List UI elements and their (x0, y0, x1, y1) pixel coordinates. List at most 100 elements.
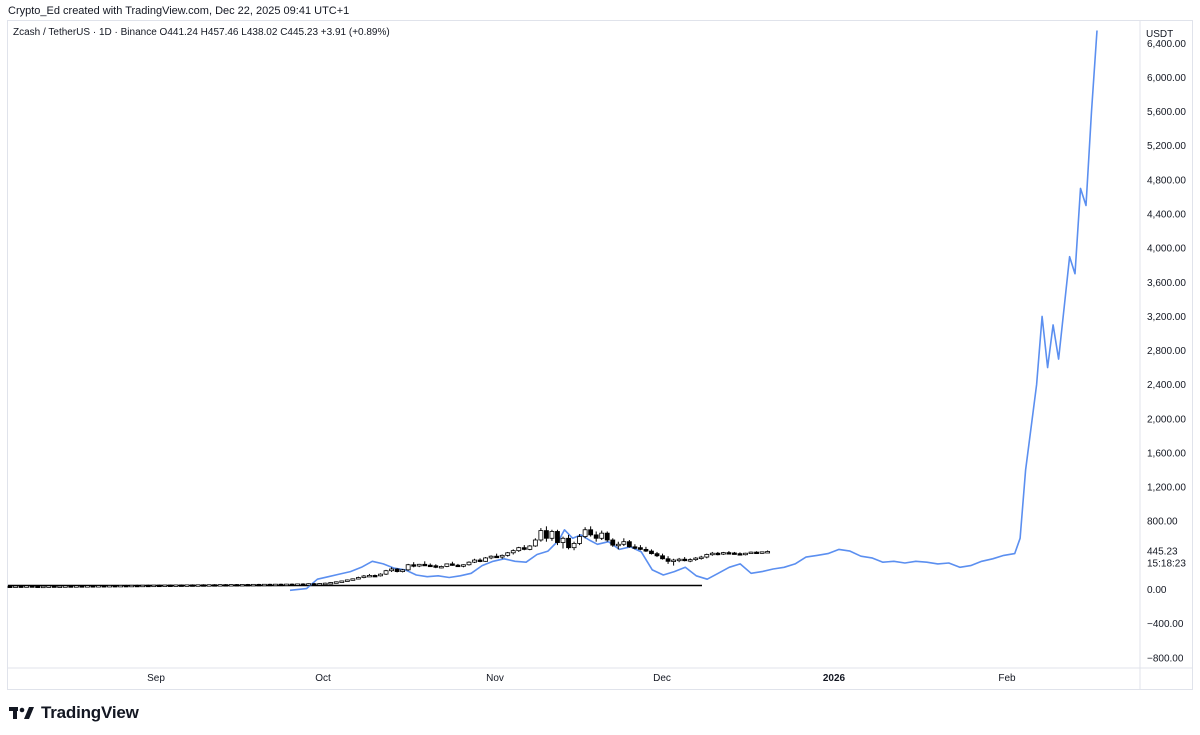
candle-body (698, 556, 704, 559)
candle-body (311, 583, 317, 586)
y-tick-label: 5,200.00 (1147, 141, 1186, 152)
x-tick-label: Nov (486, 673, 504, 684)
candle-body (378, 573, 383, 577)
candle-body (217, 584, 223, 587)
candle-body (433, 565, 439, 568)
candle-body (289, 583, 295, 587)
candle-body (51, 585, 57, 588)
candle-body (709, 552, 715, 556)
candle-body (649, 550, 654, 555)
candle-body (615, 543, 621, 547)
y-tick-label: 3,600.00 (1147, 278, 1186, 289)
candle-body (483, 557, 488, 562)
candle-body (179, 584, 184, 587)
candle-body (367, 575, 372, 578)
candle-body (68, 585, 74, 588)
candle-body (173, 584, 179, 587)
candle-body (411, 564, 417, 567)
candle-body (184, 584, 190, 587)
candle-body (256, 583, 262, 587)
candle-body (405, 564, 411, 571)
candle-body (394, 568, 400, 572)
candle-body (145, 584, 151, 588)
candle-body (129, 584, 135, 588)
candle-body (79, 585, 85, 588)
candle-body (654, 553, 660, 557)
candle-body (660, 555, 665, 560)
candle-body (261, 583, 267, 587)
candle-body (212, 584, 218, 587)
candle-body (344, 579, 350, 582)
candle-body (532, 539, 538, 547)
candle-body (632, 546, 638, 549)
candle-body (671, 559, 676, 562)
y-tick-label: −800.00 (1147, 653, 1184, 664)
candle-body (488, 555, 494, 559)
candle-body (156, 584, 162, 588)
candle-body (317, 583, 323, 586)
candle-body (516, 547, 522, 552)
candle-body (167, 584, 173, 587)
candle-body (621, 541, 627, 545)
candle-body (599, 532, 605, 539)
candle-body (577, 536, 582, 544)
candle-body (234, 584, 240, 587)
candle-body (676, 558, 682, 562)
candle-body (112, 585, 118, 588)
candle-body (123, 584, 129, 588)
candle-body (24, 585, 29, 588)
candle-body (610, 539, 616, 546)
candle-body (7, 585, 13, 588)
candle-body (593, 534, 599, 539)
candle-body (333, 581, 339, 584)
overlay-series-line (289, 30, 1098, 592)
candle-body (455, 564, 461, 568)
x-tick-label: 2026 (823, 673, 846, 684)
y-tick-label: 5,600.00 (1147, 107, 1186, 118)
candle-body (350, 578, 356, 581)
candle-body (18, 585, 24, 588)
candle-body (510, 550, 516, 554)
candle-body (328, 582, 334, 585)
candle-body (383, 570, 389, 575)
candle-body (85, 585, 90, 588)
footer-brand: TradingView (9, 703, 139, 723)
candle-body (267, 583, 273, 587)
y-tick-label: 2,400.00 (1147, 380, 1186, 391)
footer-brand-text: TradingView (41, 703, 139, 722)
candle-body (665, 558, 671, 562)
candle-body (90, 585, 96, 588)
y-tick-label: 4,400.00 (1147, 210, 1186, 221)
candle-body (151, 584, 157, 588)
candle-body (499, 554, 505, 558)
candle-body (322, 582, 328, 586)
candle-body (273, 583, 278, 587)
candle-body (477, 559, 483, 562)
candle-body (40, 585, 46, 589)
candle-body (643, 548, 649, 552)
candle-body (118, 584, 123, 588)
candle-body (29, 585, 35, 588)
candle-body (726, 552, 732, 555)
candle-body (555, 531, 560, 543)
candle-body (73, 585, 79, 588)
candle-body (748, 551, 754, 555)
candle-body (223, 584, 229, 587)
candle-body (195, 584, 201, 587)
candle-body (693, 557, 699, 561)
candle-body (295, 583, 300, 586)
symbol-legend: Zcash / TetherUS · 1D · Binance O441.24 … (13, 27, 390, 38)
candle-body (538, 530, 544, 541)
candle-body (737, 553, 743, 556)
x-tick-label: Sep (147, 673, 165, 684)
candle-body (560, 537, 566, 543)
tradingview-logo-icon (9, 707, 34, 719)
candle-body (416, 563, 422, 567)
candle-body (759, 551, 765, 554)
candle-body (400, 569, 406, 572)
candle-body (239, 584, 245, 587)
candle-body (544, 530, 549, 539)
candle-body (743, 552, 748, 556)
candle-body (228, 584, 234, 587)
